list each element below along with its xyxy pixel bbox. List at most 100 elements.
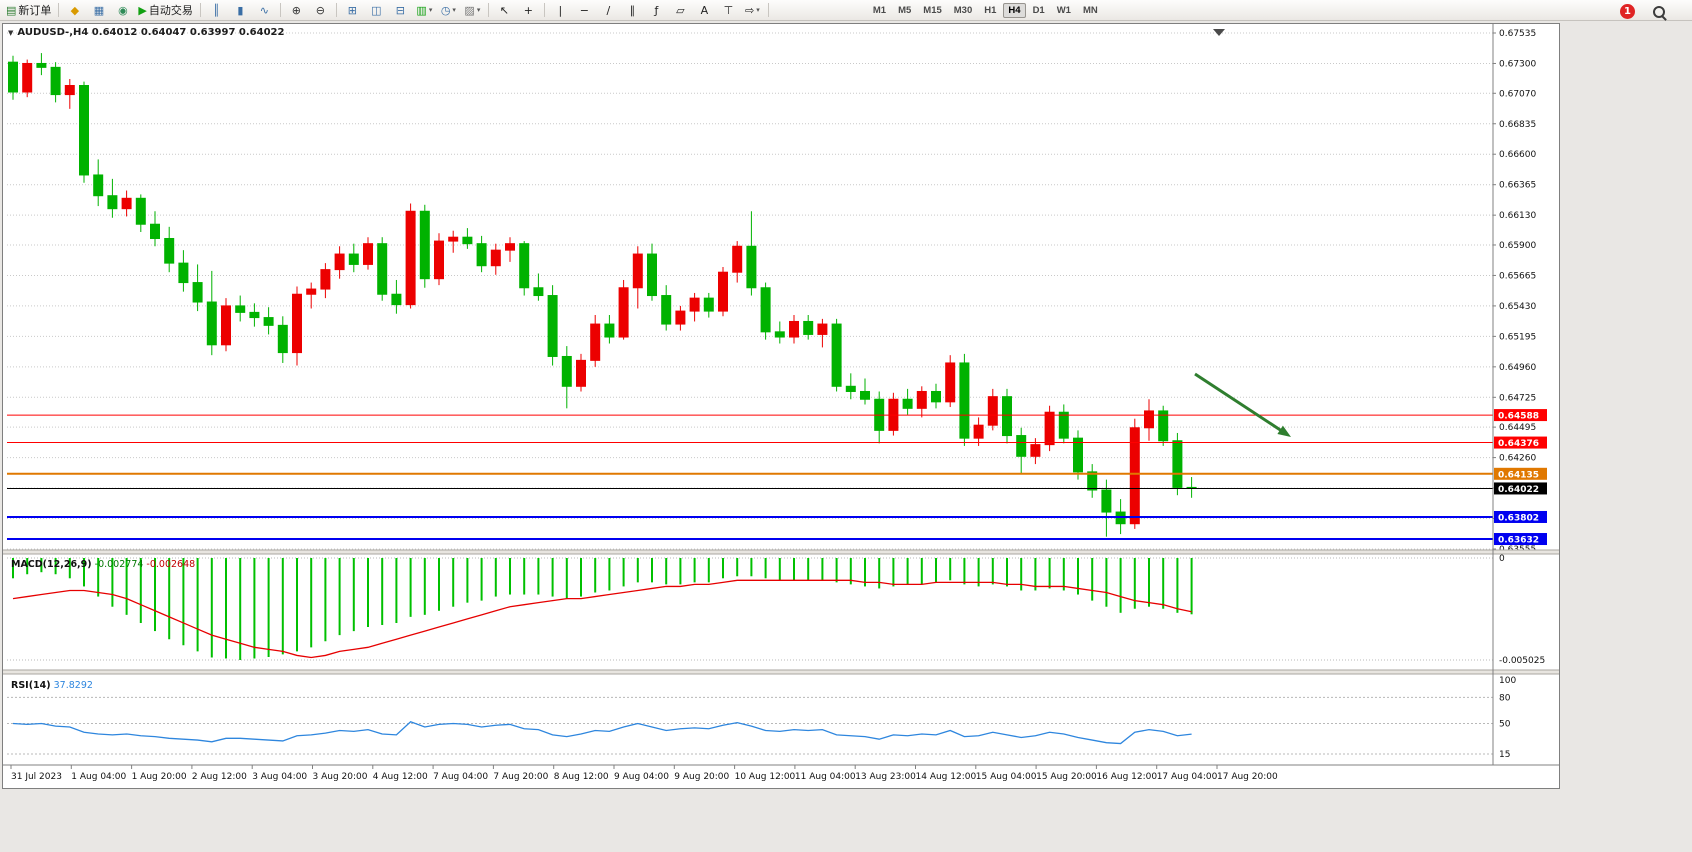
shapes-tool[interactable]: ▱ (669, 1, 692, 20)
candle (1058, 411, 1069, 439)
new-chart-button[interactable]: ▥ ▾ (413, 1, 436, 20)
auto-trading-button[interactable]: ▶ 自动交易 (135, 1, 195, 20)
panel-divider[interactable] (3, 670, 1559, 674)
chart-window[interactable]: 0.67535 0.67300 0.67070 0.66835 0.66600 0.663… (2, 23, 1560, 789)
candle (703, 297, 714, 312)
price-tag-label: 0.64376 (1498, 439, 1539, 449)
template-button: ▨ (464, 3, 475, 17)
price-chart[interactable]: 0.67535 0.67300 0.67070 0.66835 0.66600 0.663… (3, 24, 1559, 788)
tf-button-mn[interactable]: MN (1082, 4, 1098, 16)
y-axis-label: 0.67300 (1499, 59, 1536, 69)
vertical-line-tool[interactable]: | (549, 1, 572, 20)
period-button[interactable]: ◷ ▾ (437, 1, 460, 20)
price-tag (1494, 533, 1547, 546)
candle (774, 331, 785, 338)
candle (235, 305, 246, 313)
template-button[interactable]: ▨ ▾ (461, 1, 484, 20)
vertical-line-tool: | (558, 3, 563, 17)
chart-candles-icon[interactable]: ▮ (229, 1, 252, 20)
rsi-line (12, 721, 1192, 745)
zoom-in-icon: ⊕ (291, 3, 301, 17)
candle (391, 293, 402, 306)
candle (292, 293, 302, 354)
candle (1158, 410, 1169, 442)
text-tool: A (700, 3, 709, 17)
data-window-icon[interactable]: ▦ (87, 1, 110, 20)
arrow-annotation[interactable] (1194, 372, 1287, 435)
symbol-expand-icon[interactable]: ▼ (8, 28, 14, 37)
chart-candles-icon: ▮ (237, 3, 244, 17)
candle (22, 62, 33, 93)
x-axis-label: 2 Aug 12:00 (192, 772, 247, 782)
text-label-tool[interactable]: ⊤ (717, 1, 740, 20)
candle (306, 288, 317, 295)
candle (150, 223, 160, 239)
tf-button-h1[interactable]: H1 (984, 4, 997, 16)
x-axis-label: 9 Aug 20:00 (674, 772, 729, 782)
toolbar-separator (279, 3, 281, 17)
market-watch-icon[interactable]: ◆ (63, 1, 86, 20)
candle (618, 287, 629, 338)
candle (164, 237, 175, 264)
x-axis-label: 3 Aug 04:00 (252, 772, 307, 782)
trendline-tool[interactable]: ∕ (597, 1, 620, 20)
y-axis-label: 0.66365 (1499, 181, 1536, 191)
candle (221, 305, 231, 346)
candle (64, 85, 75, 96)
chart-shift-marker-icon[interactable] (1213, 29, 1225, 36)
cascade-windows-icon[interactable]: ◫ (365, 1, 388, 20)
notifications-badge[interactable]: 1 (1620, 4, 1635, 19)
zoom-in-icon[interactable]: ⊕ (285, 1, 308, 20)
tf-button-h4[interactable]: H4 (1003, 2, 1026, 18)
candle (1073, 437, 1083, 473)
candle (1087, 471, 1098, 491)
candle (320, 269, 331, 290)
candle (405, 210, 416, 306)
arrange-windows-icon[interactable]: ⊟ (389, 1, 412, 20)
search-button[interactable] (1647, 2, 1670, 21)
chart-line-icon: ∿ (259, 3, 269, 17)
y-axis-label: 0.65430 (1499, 302, 1536, 312)
navigator-icon[interactable]: ◉ (111, 1, 134, 20)
fibonacci-tool[interactable]: ƒ (645, 1, 668, 20)
candle (760, 287, 771, 333)
horizontal-line-tool[interactable]: − (573, 1, 596, 20)
dropdown-arrow-icon: ▾ (452, 6, 456, 14)
tf-button-w1[interactable]: W1 (1056, 4, 1071, 16)
x-axis-label: 17 Aug 04:00 (1157, 772, 1218, 782)
tf-button-m30[interactable]: M30 (953, 4, 973, 16)
arrows-tool[interactable]: ⇨ ▾ (741, 1, 764, 20)
candle (590, 323, 601, 361)
candle (675, 310, 686, 325)
chart-line-icon[interactable]: ∿ (253, 1, 276, 20)
tile-windows-icon[interactable]: ⊞ (341, 1, 364, 20)
new-order-button[interactable]: ▤ 新订单 (3, 1, 54, 20)
x-axis-label: 4 Aug 12:00 (373, 772, 428, 782)
navigator-icon: ◉ (118, 3, 128, 17)
candle (434, 240, 444, 280)
zoom-out-icon[interactable]: ⊖ (309, 1, 332, 20)
panel-divider[interactable] (3, 550, 1559, 554)
candle (462, 236, 473, 245)
tf-button-m15[interactable]: M15 (923, 4, 942, 16)
chart-bars-icon[interactable]: ║ (205, 1, 228, 20)
data-window-icon: ▦ (93, 3, 105, 17)
candle (661, 295, 672, 325)
y-axis-label: 0.64495 (1499, 423, 1536, 433)
text-tool[interactable]: A (693, 1, 716, 20)
candle (561, 355, 572, 387)
candle (206, 301, 217, 346)
candle (249, 311, 260, 319)
candle (817, 323, 828, 335)
macd-axis-label: 0 (1499, 554, 1505, 564)
candle (1129, 427, 1140, 525)
tf-button-m1[interactable]: M1 (872, 4, 887, 16)
candle (1044, 411, 1055, 446)
toolbar-separator (335, 3, 337, 17)
channel-tool[interactable]: ∥ (621, 1, 644, 20)
cursor-icon[interactable]: ↖ (493, 1, 516, 20)
candle (36, 62, 47, 68)
tf-button-m5[interactable]: M5 (898, 4, 912, 16)
tf-button-d1[interactable]: D1 (1032, 4, 1045, 16)
crosshair-icon[interactable]: + (517, 1, 540, 20)
